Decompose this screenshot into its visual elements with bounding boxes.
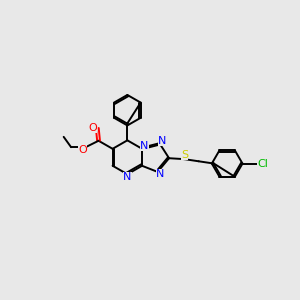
Text: O: O <box>88 123 97 133</box>
Text: Cl: Cl <box>257 158 268 169</box>
Text: N: N <box>158 136 166 146</box>
Text: N: N <box>123 172 131 182</box>
Text: O: O <box>78 145 87 155</box>
Text: S: S <box>181 150 188 160</box>
Text: N: N <box>156 169 164 179</box>
Text: N: N <box>140 142 148 152</box>
